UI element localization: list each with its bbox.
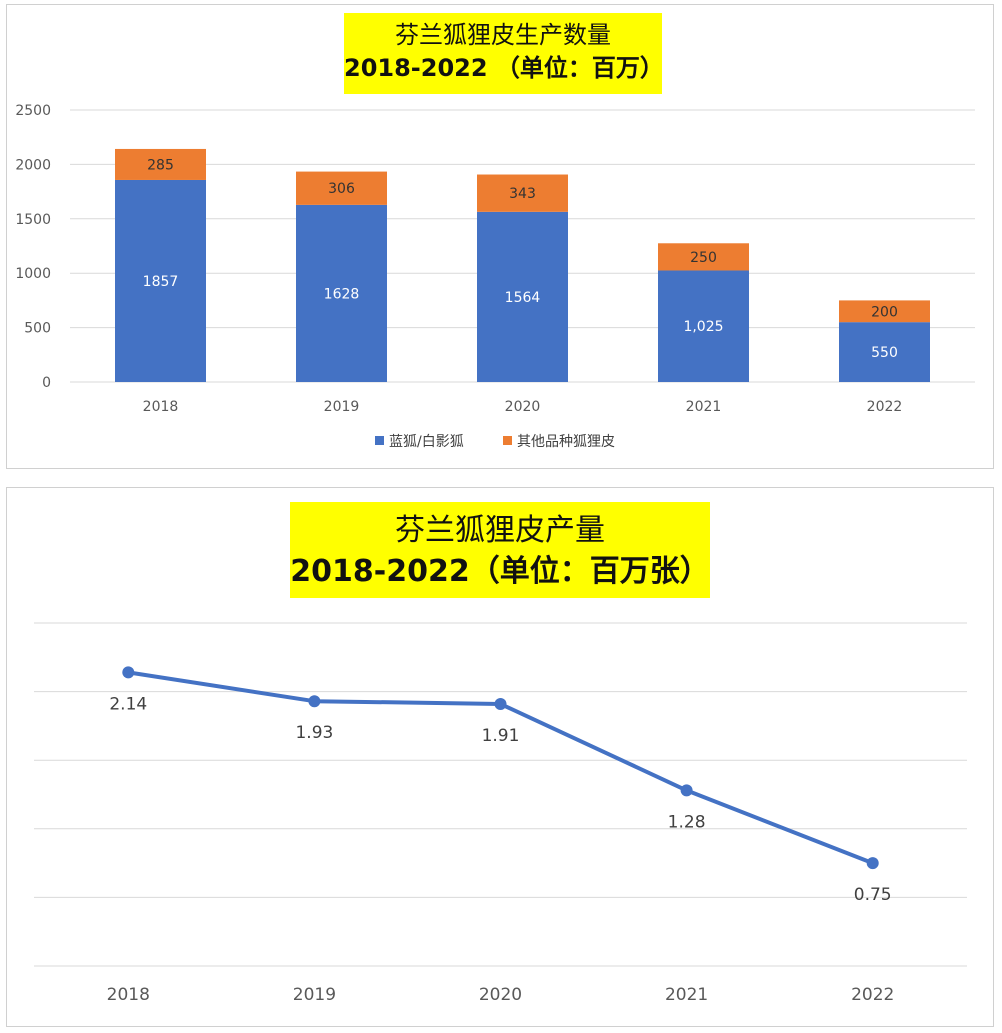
bar-segment: [477, 211, 568, 382]
bar-data-label: 550: [871, 345, 898, 361]
bar-chart-title: 芬兰狐狸皮生产数量 2018-2022 （单位：百万）: [344, 13, 664, 94]
line-chart-title: 芬兰狐狸皮产量 2018-2022（单位：百万张）: [290, 502, 710, 598]
line-chart-title-line2: 2018-2022（单位：百万张）: [290, 554, 710, 589]
x-tick-label: 2021: [686, 399, 722, 415]
bar-data-label: 200: [871, 304, 898, 320]
bar-chart-plot: 0 500 1000 1500 2000 2500 1857 285 2018 1628 306 20…: [15, 103, 975, 450]
data-point: [122, 666, 135, 679]
line-chart-plot: 2.14 1.93 1.91 1.28 0.75 2018 2019 2020 2021 2022: [34, 622, 967, 1005]
x-tick-label: 2020: [505, 399, 541, 415]
x-tick-label: 2019: [324, 399, 360, 415]
bar-data-label: 306: [328, 181, 355, 197]
data-point: [494, 697, 507, 710]
x-tick-label: 2022: [851, 985, 894, 1005]
x-tick-label: 2022: [867, 399, 903, 415]
point-data-label: 0.75: [854, 885, 892, 905]
bar-segment: [658, 243, 749, 271]
y-tick-label: 1500: [15, 212, 51, 228]
legend-swatch: [375, 436, 384, 445]
bar-segment: [296, 171, 387, 205]
bar-chart-title-line1: 芬兰狐狸皮生产数量: [395, 21, 611, 49]
bar-segment: [477, 174, 568, 212]
bar-data-label: 343: [509, 186, 536, 202]
point-data-label: 2.14: [109, 694, 147, 714]
bar-segment: [115, 179, 206, 382]
legend-swatch: [503, 436, 512, 445]
legend-label: 蓝狐/白影狐: [389, 434, 464, 450]
bar-data-label: 1,025: [683, 319, 723, 335]
legend-label: 其他品种狐狸皮: [517, 434, 615, 450]
line-chart-panel: 芬兰狐狸皮产量 2018-2022（单位：百万张） 2.14 1.93 1.91 1.…: [6, 487, 994, 1027]
x-tick-label: 2018: [107, 985, 150, 1005]
data-point: [866, 857, 879, 870]
bar-data-label: 1857: [143, 274, 179, 290]
bar-segment: [839, 300, 930, 323]
bar-chart-panel: 芬兰狐狸皮生产数量 2018-2022 （单位：百万） 0 500 1000 1500…: [6, 4, 994, 469]
bar-data-label: 250: [690, 250, 717, 266]
x-tick-label: 2019: [293, 985, 336, 1005]
bar-data-label: 1628: [324, 286, 360, 302]
bar-chart-title-line2: 2018-2022 （单位：百万）: [344, 54, 664, 82]
x-tick-label: 2020: [479, 985, 522, 1005]
data-point: [680, 784, 693, 797]
point-data-label: 1.28: [668, 812, 706, 832]
point-data-label: 1.93: [295, 723, 333, 743]
point-data-label: 1.91: [482, 726, 520, 746]
y-tick-label: 500: [24, 321, 51, 337]
x-tick-label: 2018: [143, 399, 179, 415]
bar-segment: [839, 322, 930, 382]
bar-segment: [658, 270, 749, 382]
line-chart-title-line1: 芬兰狐狸皮产量: [395, 513, 605, 548]
y-tick-label: 2000: [15, 157, 51, 173]
bar-segment: [296, 204, 387, 382]
bar-data-label: 285: [147, 157, 174, 173]
data-point: [308, 695, 321, 708]
y-tick-label: 1000: [15, 266, 51, 282]
bar-data-label: 1564: [505, 290, 541, 306]
x-tick-label: 2021: [665, 985, 708, 1005]
y-tick-label: 2500: [15, 103, 51, 119]
bar-segment: [115, 148, 206, 180]
y-tick-label: 0: [42, 375, 51, 391]
